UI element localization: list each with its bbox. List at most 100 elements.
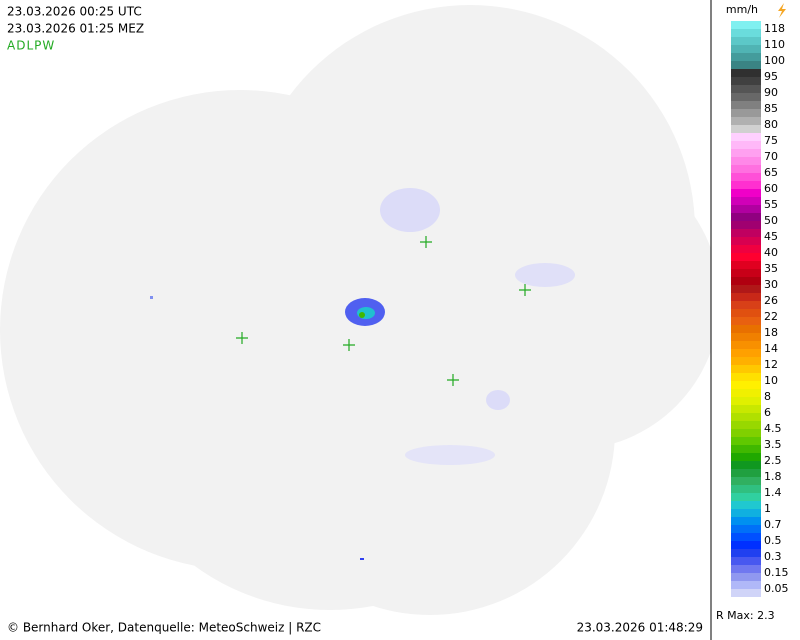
- legend-label: 75: [764, 134, 778, 147]
- legend-swatch: [731, 349, 761, 357]
- lightning-icon: [778, 3, 786, 18]
- legend-label: 6: [764, 406, 771, 419]
- legend-swatch: [731, 117, 761, 125]
- legend-swatch: [731, 413, 761, 421]
- legend-label: 85: [764, 102, 778, 115]
- legend-label: 118: [764, 22, 785, 35]
- coverage: [0, 5, 720, 615]
- legend-label: 14: [764, 342, 778, 355]
- legend-swatch: [731, 517, 761, 525]
- legend-swatch: [731, 85, 761, 93]
- legend-swatch: [731, 437, 761, 445]
- legend-label: 4.5: [764, 422, 782, 435]
- legend-swatch: [731, 205, 761, 213]
- legend-label: 60: [764, 182, 778, 195]
- legend-label: 0.5: [764, 534, 782, 547]
- time-utc: 23.03.2026 00:25 UTC: [7, 5, 142, 19]
- legend: 1181101009590858075706560555045403530262…: [731, 21, 789, 597]
- legend-swatch: [731, 277, 761, 285]
- legend-label: 95: [764, 70, 778, 83]
- legend-swatch: [731, 421, 761, 429]
- legend-swatch: [731, 157, 761, 165]
- legend-swatch: [731, 493, 761, 501]
- legend-swatch: [731, 229, 761, 237]
- legend-swatch: [731, 109, 761, 117]
- legend-label: 26: [764, 294, 778, 307]
- legend-label: 0.05: [764, 582, 789, 595]
- legend-swatch: [731, 301, 761, 309]
- legend-swatch: [731, 325, 761, 333]
- legend-label: 50: [764, 214, 778, 227]
- legend-unit: mm/h: [726, 3, 758, 16]
- legend-swatch: [731, 533, 761, 541]
- legend-swatch: [731, 221, 761, 229]
- legend-label: 22: [764, 310, 778, 323]
- legend-swatch: [731, 525, 761, 533]
- legend-swatch: [731, 261, 761, 269]
- legend-label: 35: [764, 262, 778, 275]
- legend-swatch: [731, 133, 761, 141]
- legend-swatch: [731, 245, 761, 253]
- legend-label: 0.7: [764, 518, 782, 531]
- time-local: 23.03.2026 01:25 MEZ: [7, 22, 144, 36]
- legend-label: 65: [764, 166, 778, 179]
- legend-swatch: [731, 445, 761, 453]
- legend-swatch: [731, 589, 761, 597]
- legend-swatch: [731, 213, 761, 221]
- legend-label: 8: [764, 390, 771, 403]
- legend-label: 40: [764, 246, 778, 259]
- legend-swatch: [731, 285, 761, 293]
- legend-swatch: [731, 501, 761, 509]
- legend-swatch: [731, 21, 761, 29]
- legend-label: 30: [764, 278, 778, 291]
- legend-swatch: [731, 429, 761, 437]
- legend-swatch: [731, 53, 761, 61]
- legend-swatch: [731, 461, 761, 469]
- legend-label: 90: [764, 86, 778, 99]
- legend-swatch: [731, 93, 761, 101]
- legend-label: 1: [764, 502, 771, 515]
- legend-label: 0.15: [764, 566, 789, 579]
- legend-swatch: [731, 165, 761, 173]
- legend-swatch: [731, 253, 761, 261]
- legend-swatch: [731, 477, 761, 485]
- legend-swatch: [731, 573, 761, 581]
- legend-swatch: [731, 541, 761, 549]
- legend-label: 1.4: [764, 486, 782, 499]
- legend-label: 18: [764, 326, 778, 339]
- legend-swatch: [731, 397, 761, 405]
- legend-label: 70: [764, 150, 778, 163]
- legend-label: 80: [764, 118, 778, 131]
- legend-swatch: [731, 453, 761, 461]
- legend-swatch: [731, 45, 761, 53]
- legend-swatch: [731, 173, 761, 181]
- legend-label: 55: [764, 198, 778, 211]
- legend-swatch: [731, 141, 761, 149]
- legend-swatch: [731, 381, 761, 389]
- legend-swatch: [731, 357, 761, 365]
- precipitation: [150, 188, 575, 560]
- legend-label: 2.5: [764, 454, 782, 467]
- legend-label: 100: [764, 54, 785, 67]
- legend-swatch: [731, 101, 761, 109]
- legend-swatch: [731, 365, 761, 373]
- legend-label: 12: [764, 358, 778, 371]
- legend-label: 45: [764, 230, 778, 243]
- legend-swatch: [731, 181, 761, 189]
- legend-swatch: [731, 373, 761, 381]
- legend-swatch: [731, 29, 761, 37]
- legend-swatch: [731, 69, 761, 77]
- station-code: ADLPW: [7, 39, 55, 53]
- legend-swatch: [731, 405, 761, 413]
- legend-swatch: [731, 485, 761, 493]
- legend-swatch: [731, 557, 761, 565]
- legend-label: 3.5: [764, 438, 782, 451]
- legend-swatch: [731, 341, 761, 349]
- legend-swatch: [731, 469, 761, 477]
- site-markers: [236, 236, 531, 386]
- legend-label: 110: [764, 38, 785, 51]
- legend-swatch: [731, 389, 761, 397]
- legend-label: 1.8: [764, 470, 782, 483]
- legend-swatch: [731, 333, 761, 341]
- credit: © Bernhard Oker, Datenquelle: MeteoSchwe…: [7, 621, 321, 635]
